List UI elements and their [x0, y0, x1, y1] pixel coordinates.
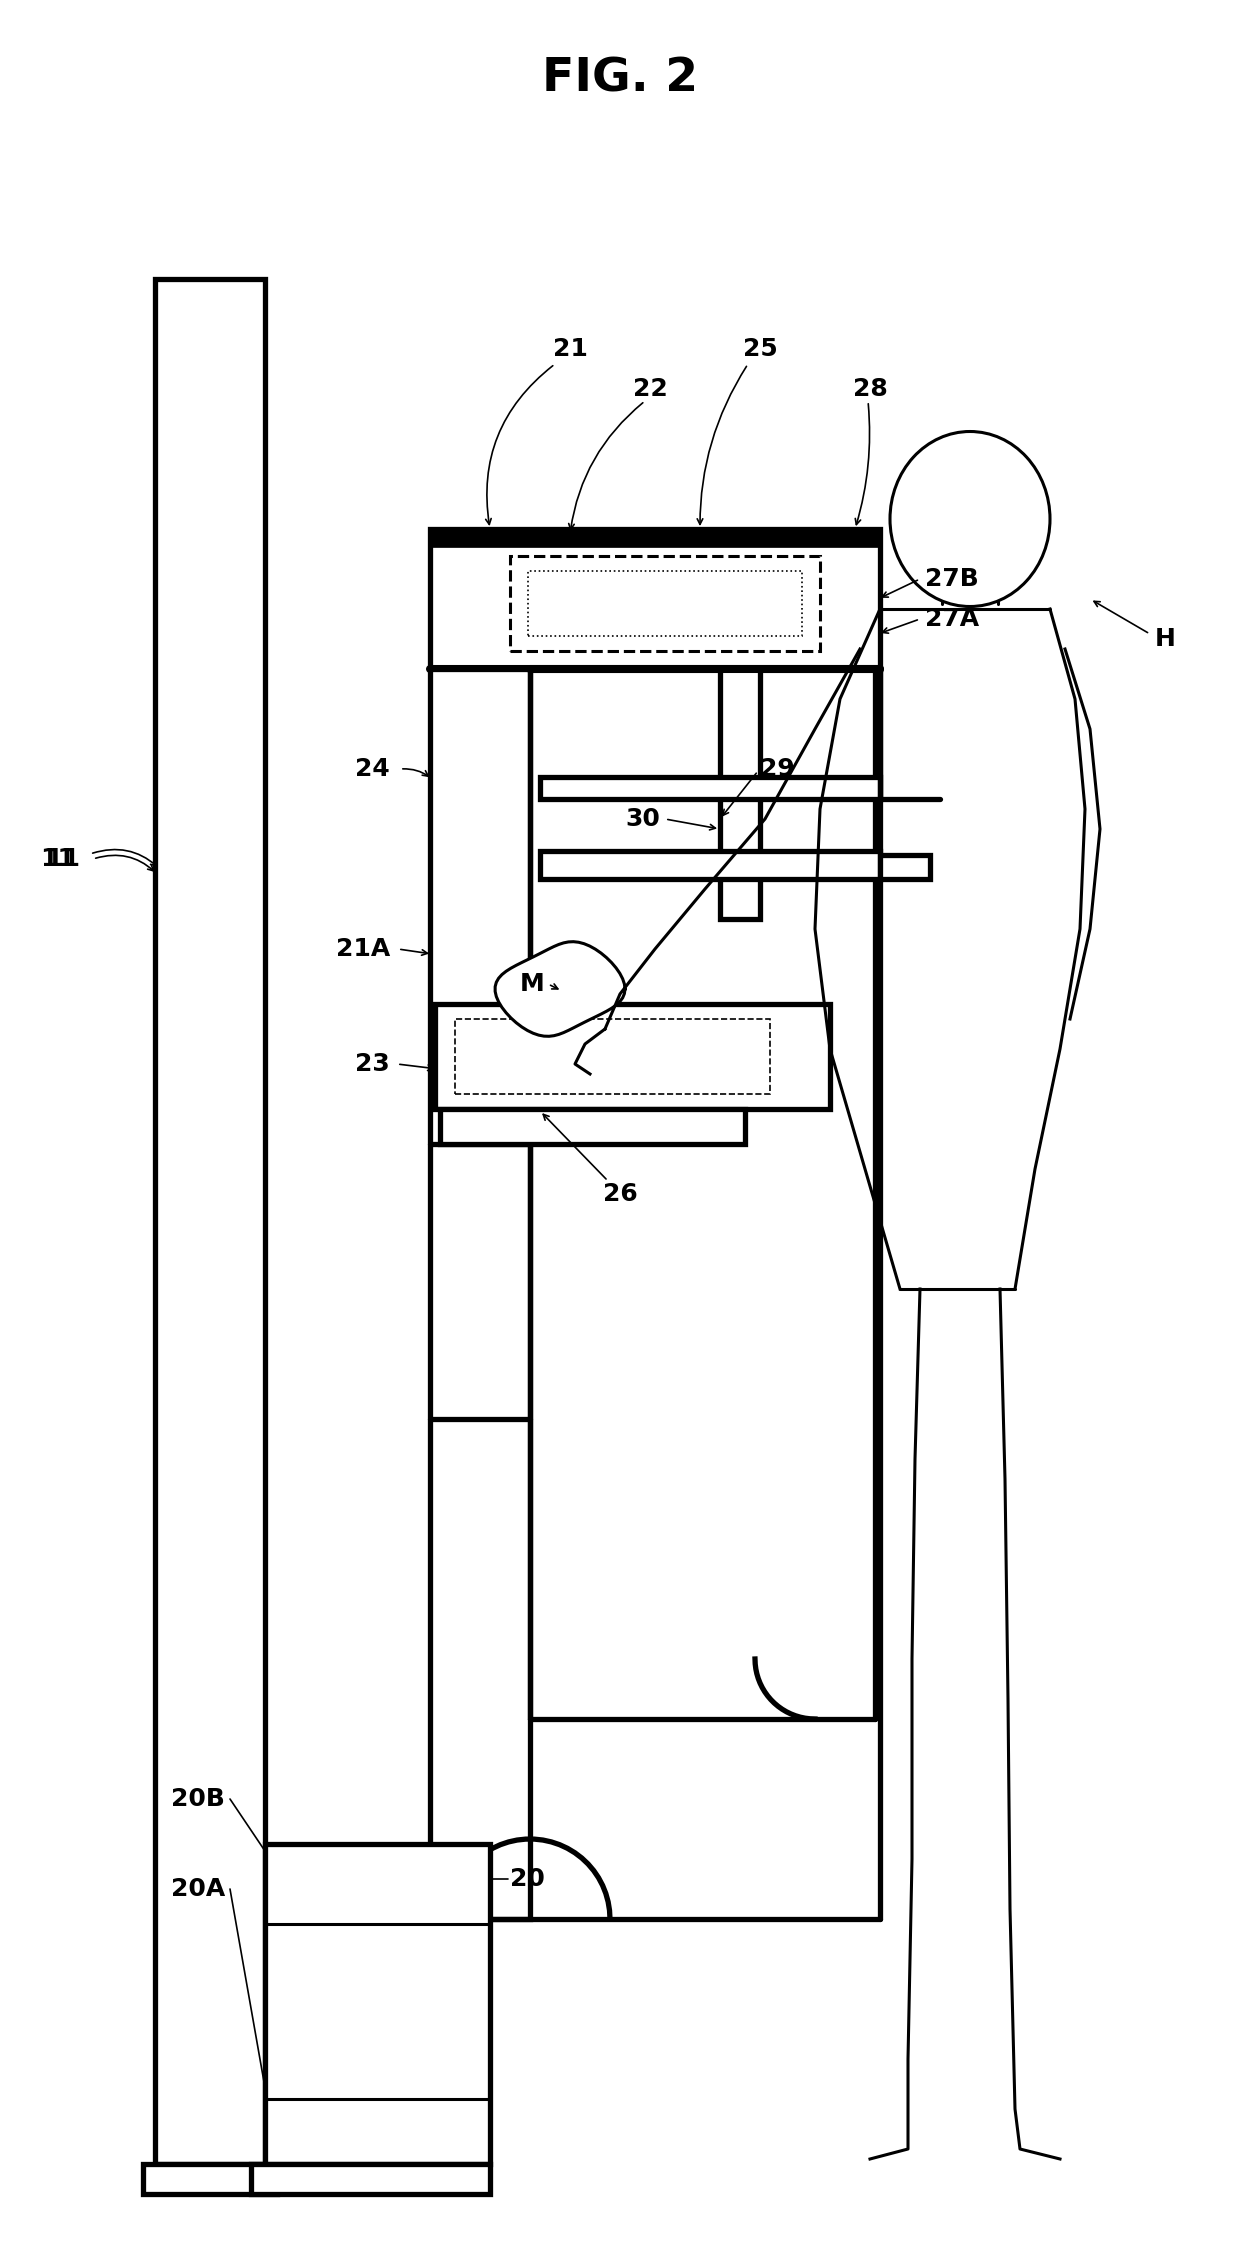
- Polygon shape: [495, 942, 625, 1037]
- Text: 21: 21: [553, 337, 588, 361]
- Text: 24: 24: [355, 757, 391, 782]
- Ellipse shape: [890, 431, 1050, 605]
- Text: 26: 26: [603, 1181, 637, 1206]
- Text: 20B: 20B: [171, 1787, 224, 1812]
- Text: 20A: 20A: [171, 1877, 224, 1902]
- Text: 11: 11: [40, 847, 74, 872]
- Bar: [539, 852, 880, 879]
- Bar: [265, 1843, 490, 2164]
- Text: 30: 30: [625, 806, 660, 831]
- Bar: [539, 777, 880, 800]
- Bar: [430, 669, 529, 1918]
- Text: 21A: 21A: [336, 937, 391, 960]
- Bar: [528, 572, 802, 637]
- Bar: [455, 1019, 770, 1093]
- Text: M: M: [521, 971, 546, 996]
- Bar: [155, 280, 265, 2164]
- Text: 28: 28: [853, 377, 888, 402]
- Bar: [435, 1003, 830, 1109]
- Text: H: H: [1154, 628, 1176, 651]
- Bar: [430, 529, 880, 547]
- Text: 20: 20: [510, 1866, 544, 1891]
- Text: 27B: 27B: [925, 567, 978, 592]
- Text: 29: 29: [760, 757, 795, 782]
- Text: 11: 11: [45, 847, 81, 872]
- Text: 22: 22: [632, 377, 667, 402]
- Text: 27A: 27A: [925, 608, 980, 630]
- Text: 23: 23: [355, 1053, 391, 1075]
- Bar: [250, 2164, 490, 2193]
- Bar: [720, 669, 760, 919]
- Bar: [143, 2164, 277, 2193]
- Text: 25: 25: [743, 337, 777, 361]
- Bar: [880, 854, 930, 879]
- Bar: [430, 529, 880, 669]
- Bar: [510, 556, 820, 651]
- Bar: [440, 1109, 745, 1143]
- Text: FIG. 2: FIG. 2: [542, 56, 698, 102]
